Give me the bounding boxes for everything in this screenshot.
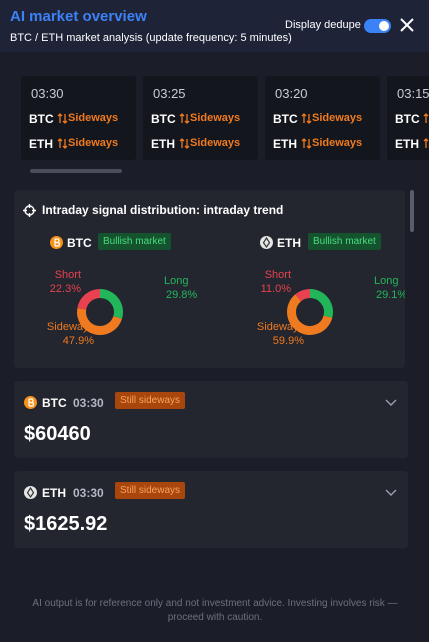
asset: ETH (273, 137, 297, 151)
segment-value: 29.8% (166, 289, 197, 301)
swap-icon (57, 138, 68, 149)
swap-icon (57, 113, 68, 124)
swap-icon (423, 113, 429, 123)
segment-label: Sideways (257, 321, 305, 333)
segment-label: Long (374, 275, 398, 287)
toggle[interactable] (364, 19, 391, 33)
swap-icon (179, 138, 190, 149)
distribution-panel: Intraday signal distribution: intraday t… (14, 190, 405, 368)
segment-value: 47.9% (63, 335, 94, 347)
signal: Sideways (312, 112, 363, 124)
segment-label: Short (265, 269, 291, 281)
close-button[interactable] (399, 17, 415, 33)
timeline: 03:30 BTC Sideways ETH Sideways 03:25 BTC Sidew… (0, 0, 429, 170)
toggle-label: Display dedupe (285, 19, 361, 31)
time: 03:15 (397, 86, 429, 101)
coin-icon (260, 236, 273, 249)
donut-segment (77, 308, 122, 335)
target-icon (23, 204, 36, 217)
signal: Sideways (312, 137, 363, 149)
asset: ETH (395, 137, 419, 151)
coin-icon (50, 236, 63, 249)
time: 03:25 (153, 86, 186, 101)
asset: BTC (395, 112, 420, 126)
signal: Sideways (68, 112, 119, 124)
arrow (423, 138, 429, 148)
donut-segment (287, 294, 333, 335)
donut-segment (309, 289, 333, 318)
asset: BTC (273, 112, 298, 126)
time: 03:20 (275, 86, 308, 101)
signal: Sideways (190, 112, 241, 124)
title: AI market overview (10, 8, 147, 25)
trend-badge: Bullish market (98, 233, 171, 250)
glyph (54, 238, 61, 247)
timeline-card: 03:20 BTC Sideways ETH Sideways (265, 76, 380, 160)
asset: BTC (29, 112, 54, 126)
time: 03:30 (73, 486, 104, 500)
price: $60460 (24, 423, 91, 445)
panel-scrollbar (410, 190, 414, 232)
expand-button[interactable] (385, 399, 397, 407)
coin-icon (24, 396, 37, 409)
arrow (423, 113, 429, 123)
coin-icon (24, 486, 37, 499)
asset: ETH (277, 236, 301, 250)
panel-title: Intraday signal distribution: intraday t… (42, 203, 284, 217)
time: 03:30 (73, 396, 104, 410)
footer: AI output is for reference only and not … (32, 598, 398, 623)
segment-value: 59.9% (273, 335, 304, 347)
chevron (385, 399, 397, 406)
price: $1625.92 (24, 513, 108, 535)
asset: ETH (42, 486, 66, 500)
asset: ETH (151, 137, 175, 151)
signal: Sideways (68, 137, 119, 149)
quote-card: BTC 03:30 Still sideways $60460 (14, 381, 408, 458)
arrow (179, 138, 190, 149)
swap-icon (301, 113, 312, 124)
swap-icon (179, 113, 190, 124)
arrow (301, 138, 312, 149)
donut-charts: Long 29.8% Sideways 47.9% Short 22.3% Long 29.1… (47, 269, 405, 347)
coin (260, 236, 273, 249)
subtitle: BTC / ETH market analysis (update freque… (10, 32, 292, 44)
segment-label: Long (164, 275, 188, 287)
segment-value: 29.1% (376, 289, 405, 301)
asset: BTC (67, 236, 92, 250)
donut-segment (295, 289, 311, 302)
donut-segment (77, 289, 101, 310)
header: AI market overview BTC / ETH market anal… (0, 0, 429, 52)
glyph (26, 486, 35, 499)
scrollbar (30, 169, 122, 173)
segment-label: Sideways (47, 321, 95, 333)
segment-value: 22.3% (50, 283, 81, 295)
asset: BTC (151, 112, 176, 126)
glyph (262, 236, 271, 249)
timeline-card: 03:15BTCSidewaysETHSideways (387, 76, 429, 160)
segment-value: 11.0% (261, 283, 292, 295)
signal: Sideways (190, 137, 241, 149)
asset: BTC (42, 396, 67, 410)
status-badge: Still sideways (115, 392, 186, 409)
arrow (179, 113, 190, 124)
asset: ETH (29, 137, 53, 151)
arrow (301, 113, 312, 124)
swap-icon (301, 138, 312, 149)
coin (24, 486, 37, 499)
glyph (28, 398, 35, 407)
arrow (57, 138, 68, 149)
time: 03:30 (31, 86, 64, 101)
trend-badge: Bullish market (308, 233, 381, 250)
expand-button[interactable] (385, 489, 397, 497)
swap-icon (423, 138, 429, 148)
status-badge: Still sideways (115, 482, 186, 499)
timeline-card: 03:25 BTC Sideways ETH Sideways (143, 76, 258, 160)
donut-segment (99, 289, 123, 319)
quote-card: ETH 03:30 Still sideways $1625.92 (14, 471, 408, 548)
chevron (385, 489, 397, 496)
arrow (57, 113, 68, 124)
timeline-card: 03:30 BTC Sideways ETH Sideways (21, 76, 136, 160)
segment-label: Short (55, 269, 81, 281)
